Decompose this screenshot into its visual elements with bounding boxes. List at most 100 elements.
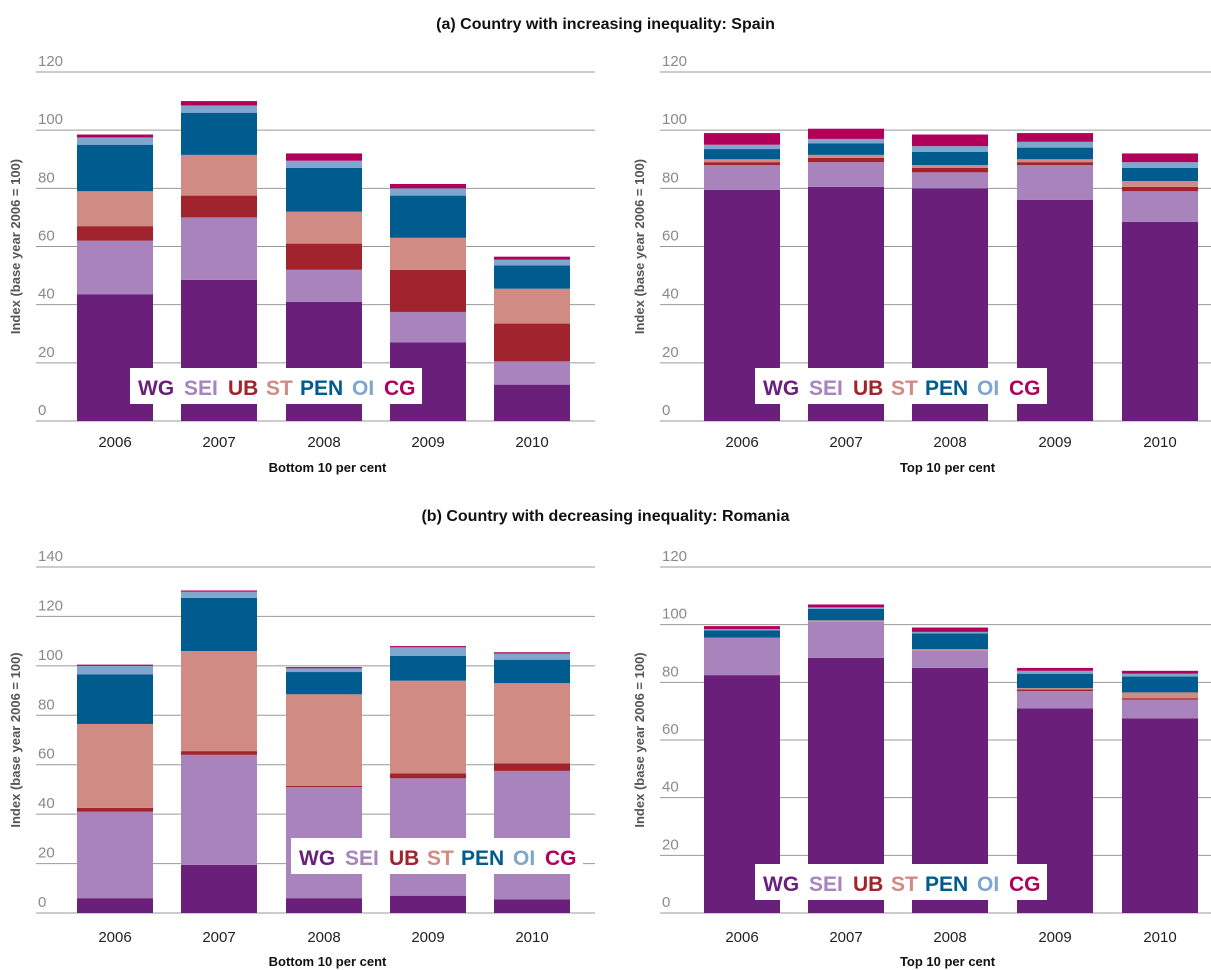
y-tick-label: 120 bbox=[38, 53, 63, 70]
bar-segment-pen bbox=[286, 167, 362, 212]
x-tick-label: 2009 bbox=[411, 929, 444, 946]
bar-segment-oi bbox=[1122, 162, 1198, 168]
x-tick-label: 2009 bbox=[1038, 929, 1071, 946]
bar-segment-cg bbox=[181, 590, 257, 592]
chart-panel-1: 0 20 40 60 80 100 120 Index (base year 2006 = 1… bbox=[8, 53, 595, 475]
y-tick-label: 0 bbox=[38, 894, 46, 911]
y-tick-label: 80 bbox=[662, 663, 679, 680]
y-axis-label: Index (base year 2006 = 100) bbox=[8, 652, 23, 827]
bar-segment-ub bbox=[286, 785, 362, 787]
bar-segment-oi bbox=[704, 144, 780, 150]
legend-item-st: ST bbox=[891, 873, 918, 896]
y-tick-label: 120 bbox=[662, 548, 687, 565]
legend-item-sei: SEI bbox=[809, 873, 843, 896]
chart-panel-2: 0 20 40 60 80 100 120 Index (base year 2006 = 1… bbox=[632, 53, 1211, 475]
bar-segment-ub bbox=[494, 323, 570, 362]
bar-segment-oi bbox=[808, 138, 884, 144]
y-tick-label: 0 bbox=[662, 894, 670, 911]
y-tick-label: 20 bbox=[662, 344, 679, 361]
bar-segment-st bbox=[1017, 688, 1093, 690]
legend-item-pen: PEN bbox=[300, 377, 343, 400]
bar-segment-pen bbox=[494, 659, 570, 684]
bar-segment-ub bbox=[181, 751, 257, 755]
bar-segment-sei bbox=[1122, 191, 1198, 222]
bar-segment-pen bbox=[1122, 676, 1198, 693]
bar-segment-sei bbox=[390, 778, 466, 896]
x-axis-label: Bottom 10 per cent bbox=[269, 460, 387, 475]
legend-item-st: ST bbox=[266, 377, 293, 400]
bar-segment-sei bbox=[808, 621, 884, 658]
y-tick-label: 100 bbox=[662, 606, 687, 623]
bar-segment-ub bbox=[1122, 698, 1198, 700]
x-tick-label: 2006 bbox=[725, 929, 758, 946]
bar-segment-oi bbox=[181, 105, 257, 113]
bar-segment-sei bbox=[704, 637, 780, 676]
x-tick-label: 2008 bbox=[933, 434, 966, 451]
bar-segment-cg bbox=[390, 183, 466, 189]
x-tick-label: 2007 bbox=[829, 929, 862, 946]
x-tick-label: 2008 bbox=[307, 434, 340, 451]
bar-segment-ub bbox=[390, 269, 466, 312]
bar-segment-st bbox=[494, 683, 570, 764]
bar-segment-st bbox=[704, 159, 780, 163]
bar-segment-cg bbox=[286, 667, 362, 669]
bar-segment-st bbox=[286, 211, 362, 244]
bar-segment-oi bbox=[286, 160, 362, 168]
bar-segment-st bbox=[912, 165, 988, 168]
bar-segment-cg bbox=[1017, 133, 1093, 142]
legend-box bbox=[291, 838, 583, 874]
legend-item-ub: UB bbox=[853, 873, 883, 896]
bar-segment-st bbox=[494, 288, 570, 324]
y-tick-label: 40 bbox=[38, 286, 55, 303]
bar-segment-oi bbox=[1017, 141, 1093, 148]
y-tick-label: 80 bbox=[38, 696, 55, 713]
bar-segment-wg bbox=[77, 898, 153, 913]
bar-segment-cg bbox=[1122, 670, 1198, 674]
bar-segment-cg bbox=[494, 256, 570, 260]
y-tick-label: 60 bbox=[38, 746, 55, 763]
y-tick-label: 80 bbox=[662, 169, 679, 186]
bar-segment-pen bbox=[77, 144, 153, 192]
x-axis-label: Top 10 per cent bbox=[900, 460, 996, 475]
bar-segment-oi bbox=[390, 647, 466, 656]
bar-segment-oi bbox=[912, 631, 988, 634]
bar-segment-pen bbox=[704, 630, 780, 638]
bar-segment-ub bbox=[704, 162, 780, 166]
bar-segment-ub bbox=[286, 243, 362, 270]
bar-segment-st bbox=[181, 651, 257, 752]
legend-item-oi: OI bbox=[977, 873, 999, 896]
legend-item-wg: WG bbox=[763, 873, 799, 896]
bar-segment-wg bbox=[181, 864, 257, 913]
bar-segment-pen bbox=[77, 674, 153, 724]
bar-segment-sei bbox=[181, 217, 257, 280]
y-tick-label: 0 bbox=[662, 402, 670, 419]
bar-segment-sei bbox=[1017, 690, 1093, 709]
x-axis-label: Bottom 10 per cent bbox=[269, 954, 387, 969]
bar-segment-cg bbox=[912, 627, 988, 632]
bar-segment-wg bbox=[1122, 718, 1198, 913]
bar-segment-ub bbox=[77, 807, 153, 812]
bar-segment-oi bbox=[1017, 670, 1093, 674]
bar-segment-st bbox=[181, 154, 257, 196]
bar-segment-ub bbox=[77, 226, 153, 241]
legend-item-sei: SEI bbox=[184, 377, 218, 400]
legend-item-pen: PEN bbox=[925, 377, 968, 400]
legend-item-wg: WG bbox=[138, 377, 174, 400]
legend-item-cg: CG bbox=[1009, 377, 1041, 400]
bar-segment-oi bbox=[912, 146, 988, 152]
bar-segment-ub bbox=[1122, 186, 1198, 192]
legend: WG SEI UB ST PEN OI CG bbox=[130, 368, 422, 404]
bar-segment-wg bbox=[494, 899, 570, 913]
y-tick-label: 100 bbox=[38, 647, 63, 664]
bar-segment-cg bbox=[77, 664, 153, 666]
legend-item-cg: CG bbox=[1009, 873, 1041, 896]
legend-box bbox=[755, 864, 1047, 900]
legend-item-ub: UB bbox=[389, 847, 419, 870]
bar-segment-oi bbox=[390, 188, 466, 196]
bar-segment-oi bbox=[77, 137, 153, 145]
chart-panel-3: 0 20 40 60 80 100 120 140 Index (base year 2006 … bbox=[8, 548, 595, 969]
bar-segment-st bbox=[1122, 692, 1198, 699]
y-tick-label: 80 bbox=[38, 169, 55, 186]
y-axis-label: Index (base year 2006 = 100) bbox=[8, 159, 23, 334]
bar-segment-sei bbox=[1122, 699, 1198, 719]
